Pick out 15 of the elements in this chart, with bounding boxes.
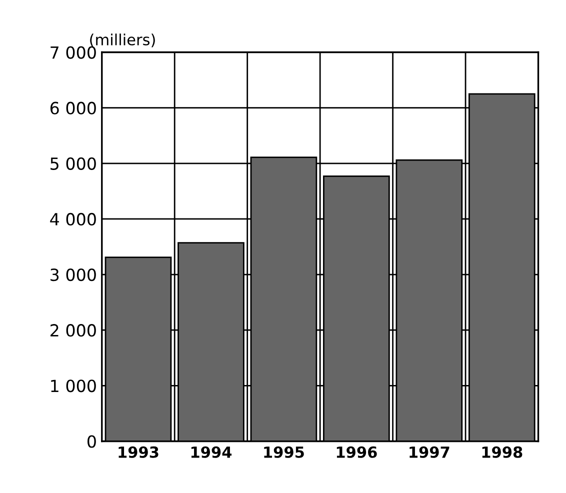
y-tick-label: 1 000 bbox=[51, 380, 96, 392]
y-tick-label: 6 000 bbox=[50, 102, 96, 114]
y-tick-label: 0 bbox=[88, 435, 96, 448]
x-tick-label: 1994 bbox=[191, 446, 232, 458]
x-tick-label: 1995 bbox=[264, 446, 304, 458]
x-tick-label: 1993 bbox=[118, 446, 158, 458]
y-tick-label: 4 000 bbox=[50, 212, 96, 226]
y-tick-label: 3 000 bbox=[50, 268, 96, 282]
y-tick-label: 7 000 bbox=[50, 46, 96, 59]
y-tick-label: 5 000 bbox=[50, 157, 96, 170]
x-tick-label: 1996 bbox=[336, 446, 377, 458]
x-tick-label: 1997 bbox=[410, 446, 450, 458]
x-tick-label: 1998 bbox=[482, 446, 522, 458]
y-tick-label: 2 000 bbox=[50, 324, 96, 337]
y-axis-title: (milliers) bbox=[90, 34, 155, 48]
